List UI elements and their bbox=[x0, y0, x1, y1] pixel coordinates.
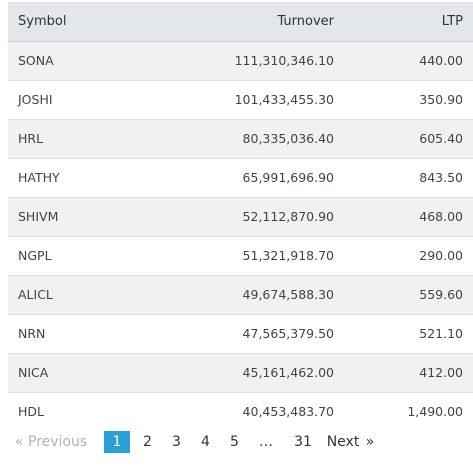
table-row: NGPL 51,321,918.70 290.00 bbox=[8, 235, 473, 275]
turnover-table: Symbol Turnover LTP SONA 111,310,346.10 … bbox=[8, 2, 473, 431]
page-3-button[interactable]: 3 bbox=[172, 434, 181, 450]
cell-turnover: 47,565,379.50 bbox=[128, 313, 344, 353]
table-row: JOSHI 101,433,455.30 350.90 bbox=[8, 79, 473, 119]
cell-symbol: NRN bbox=[8, 313, 128, 353]
page-4-button[interactable]: 4 bbox=[201, 434, 210, 450]
cell-turnover: 49,674,588.30 bbox=[128, 274, 344, 314]
cell-ltp: 468.00 bbox=[344, 196, 473, 236]
page-2-button[interactable]: 2 bbox=[143, 434, 152, 450]
cell-turnover: 40,453,483.70 bbox=[128, 391, 344, 431]
cell-ltp: 559.60 bbox=[344, 274, 473, 314]
column-header-ltp[interactable]: LTP bbox=[344, 2, 473, 42]
cell-turnover: 52,112,870.90 bbox=[128, 196, 344, 236]
cell-symbol: NICA bbox=[8, 352, 128, 392]
cell-symbol: ALICL bbox=[8, 274, 128, 314]
table-header-row: Symbol Turnover LTP bbox=[8, 2, 473, 42]
cell-symbol: SONA bbox=[8, 40, 128, 80]
previous-page-button: Previous bbox=[28, 434, 88, 450]
turnover-table-container: Symbol Turnover LTP SONA 111,310,346.10 … bbox=[8, 2, 473, 431]
table-row: HDL 40,453,483.70 1,490.00 bbox=[8, 391, 473, 431]
cell-turnover: 51,321,918.70 bbox=[128, 235, 344, 275]
next-arrow-icon[interactable]: » bbox=[365, 434, 375, 450]
table-row: HATHY 65,991,696.90 843.50 bbox=[8, 157, 473, 197]
cell-turnover: 65,991,696.90 bbox=[128, 157, 344, 197]
next-page-button[interactable]: Next bbox=[326, 434, 360, 450]
table-row: SHIVM 52,112,870.90 468.00 bbox=[8, 196, 473, 236]
cell-symbol: NGPL bbox=[8, 235, 128, 275]
table-row: NRN 47,565,379.50 521.10 bbox=[8, 313, 473, 353]
column-header-symbol[interactable]: Symbol bbox=[8, 2, 128, 42]
cell-ltp: 843.50 bbox=[344, 157, 473, 197]
page-1-button[interactable]: 1 bbox=[104, 431, 130, 453]
cell-ltp: 605.40 bbox=[344, 118, 473, 158]
page-5-button[interactable]: 5 bbox=[230, 434, 239, 450]
table-row: HRL 80,335,036.40 605.40 bbox=[8, 118, 473, 158]
cell-ltp: 350.90 bbox=[344, 79, 473, 119]
cell-turnover: 45,161,462.00 bbox=[128, 352, 344, 392]
pagination: « Previous 1 2 3 4 5 … 31 Next » bbox=[10, 431, 377, 453]
cell-symbol: SHIVM bbox=[8, 196, 128, 236]
cell-ltp: 440.00 bbox=[344, 40, 473, 80]
pagination-ellipsis: … bbox=[259, 434, 273, 450]
cell-turnover: 111,310,346.10 bbox=[128, 40, 344, 80]
cell-ltp: 412.00 bbox=[344, 352, 473, 392]
cell-symbol: HRL bbox=[8, 118, 128, 158]
table-row: NICA 45,161,462.00 412.00 bbox=[8, 352, 473, 392]
cell-turnover: 101,433,455.30 bbox=[128, 79, 344, 119]
cell-symbol: JOSHI bbox=[8, 79, 128, 119]
column-header-turnover[interactable]: Turnover bbox=[128, 2, 344, 42]
cell-ltp: 521.10 bbox=[344, 313, 473, 353]
cell-ltp: 1,490.00 bbox=[344, 391, 473, 431]
table-row: SONA 111,310,346.10 440.00 bbox=[8, 40, 473, 80]
page-31-button[interactable]: 31 bbox=[294, 434, 312, 450]
cell-ltp: 290.00 bbox=[344, 235, 473, 275]
cell-symbol: HDL bbox=[8, 391, 128, 431]
previous-arrow-icon: « bbox=[14, 434, 24, 450]
table-row: ALICL 49,674,588.30 559.60 bbox=[8, 274, 473, 314]
cell-symbol: HATHY bbox=[8, 157, 128, 197]
cell-turnover: 80,335,036.40 bbox=[128, 118, 344, 158]
